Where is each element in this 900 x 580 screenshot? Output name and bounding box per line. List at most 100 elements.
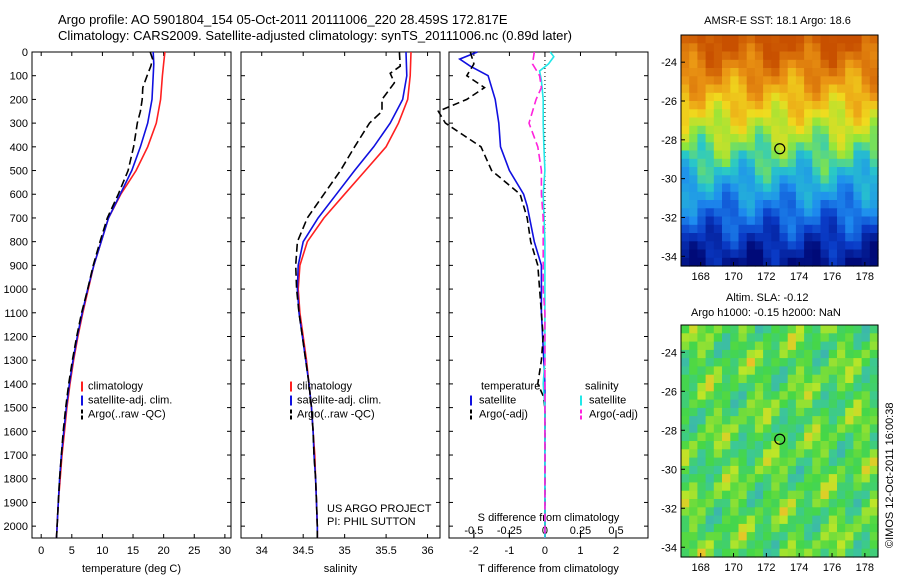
heatmap-cell <box>754 441 764 450</box>
heatmap-cell <box>812 158 822 168</box>
heatmap-cell <box>804 109 813 119</box>
heatmap-cell <box>845 208 854 218</box>
heatmap-cell <box>722 109 731 119</box>
heatmap-cell <box>730 101 740 110</box>
heatmap-cell <box>689 76 698 86</box>
heatmap-cell <box>812 183 822 193</box>
map-frame <box>680 34 879 267</box>
heatmap-cell <box>853 532 863 541</box>
heatmap-cell <box>779 374 789 384</box>
series-line-satellite-adj-clim- <box>296 51 408 538</box>
heatmap-cell <box>869 391 879 401</box>
map-y-tick-label: -24 <box>661 347 677 359</box>
heatmap-cell <box>845 407 854 417</box>
heatmap-cell <box>771 59 781 69</box>
heatmap-cell <box>722 523 731 533</box>
heatmap-cell <box>763 208 772 218</box>
heatmap-cell <box>837 51 846 61</box>
heatmap-cell <box>697 507 707 517</box>
heatmap-cell <box>837 399 846 409</box>
heatmap-cell <box>779 241 789 251</box>
heatmap-cell <box>845 241 854 251</box>
series-line-salinity-argo-adj- <box>528 51 546 538</box>
legend-label: satellite-adj. clim. <box>88 395 172 407</box>
heatmap-cell <box>869 548 879 558</box>
heatmap-cell <box>795 532 805 541</box>
heatmap-cell <box>697 407 707 417</box>
heatmap-cell <box>697 175 707 185</box>
heatmap-cell <box>869 474 879 483</box>
y-tick-label: 800 <box>10 237 28 249</box>
heatmap-cell <box>779 216 789 226</box>
heatmap-cell <box>681 101 690 110</box>
heatmap-cell <box>763 35 772 44</box>
heatmap-cell <box>746 449 756 459</box>
heatmap-cell <box>738 474 748 483</box>
heatmap-cell <box>812 424 822 434</box>
heatmap-cell <box>681 191 690 201</box>
heatmap-cell <box>771 474 781 483</box>
heatmap-cell <box>771 333 781 343</box>
heatmap-cell <box>787 216 797 226</box>
heatmap-cell <box>763 241 772 251</box>
heatmap-cell <box>722 101 731 110</box>
heatmap-cell <box>853 150 863 160</box>
heatmap-cell <box>697 167 707 176</box>
heatmap-cell <box>746 424 756 434</box>
heatmap-cell <box>771 158 781 168</box>
heatmap-cell <box>828 233 838 242</box>
heatmap-cell <box>828 383 838 392</box>
heatmap-cell <box>804 84 813 94</box>
heatmap-cell <box>754 416 764 425</box>
heatmap-cell <box>705 507 715 517</box>
heatmap-cell <box>705 241 715 251</box>
heatmap-cell <box>722 341 731 351</box>
heatmap-cell <box>837 183 846 193</box>
heatmap-cell <box>689 175 698 185</box>
map-x-tick-label: 172 <box>757 271 775 283</box>
heatmap-cell <box>722 59 731 69</box>
heatmap-cell <box>795 424 805 434</box>
heatmap-cell <box>722 158 731 168</box>
heatmap-cell <box>713 150 723 160</box>
heatmap-cell <box>853 449 863 459</box>
heatmap-cell <box>738 391 748 401</box>
heatmap-cell <box>730 490 740 500</box>
heatmap-cell <box>771 490 781 500</box>
heatmap-cell <box>763 532 772 541</box>
heatmap-cell <box>730 76 740 86</box>
heatmap-cell <box>845 233 854 242</box>
heatmap-cell <box>697 548 707 558</box>
heatmap-cell <box>754 515 764 525</box>
heatmap-cell <box>853 158 863 168</box>
imos-timestamp: ©IMOS 12-Oct-2011 16:00:38 <box>884 403 896 548</box>
heatmap-cell <box>681 84 690 94</box>
heatmap-cell <box>697 117 707 127</box>
heatmap-cell <box>705 407 715 417</box>
heatmap-cell <box>787 432 797 442</box>
heatmap-cell <box>722 117 731 127</box>
heatmap-cell <box>820 482 830 492</box>
heatmap-cell <box>837 540 846 550</box>
heatmap-cell <box>697 59 707 69</box>
heatmap-cell <box>738 92 748 102</box>
heatmap-cell <box>754 117 764 127</box>
heatmap-cell <box>853 432 863 442</box>
heatmap-cell <box>754 51 764 61</box>
heatmap-cell <box>705 399 715 409</box>
heatmap-cell <box>828 349 838 359</box>
heatmap-cell <box>697 358 707 367</box>
heatmap-cell <box>795 374 805 384</box>
heatmap-cell <box>804 490 813 500</box>
x-tick-label: 5 <box>69 545 75 557</box>
heatmap-cell <box>689 142 698 152</box>
heatmap-cell <box>681 349 690 359</box>
heatmap-cell <box>828 68 838 77</box>
plot-title-line2: Climatology: CARS2009. Satellite-adjuste… <box>58 28 573 43</box>
heatmap-cell <box>763 333 772 343</box>
y-tick-label: 500 <box>10 166 28 178</box>
heatmap-cell <box>722 191 731 201</box>
heatmap-cell <box>820 474 830 483</box>
heatmap-cell <box>771 391 781 401</box>
heatmap-cell <box>730 540 740 550</box>
